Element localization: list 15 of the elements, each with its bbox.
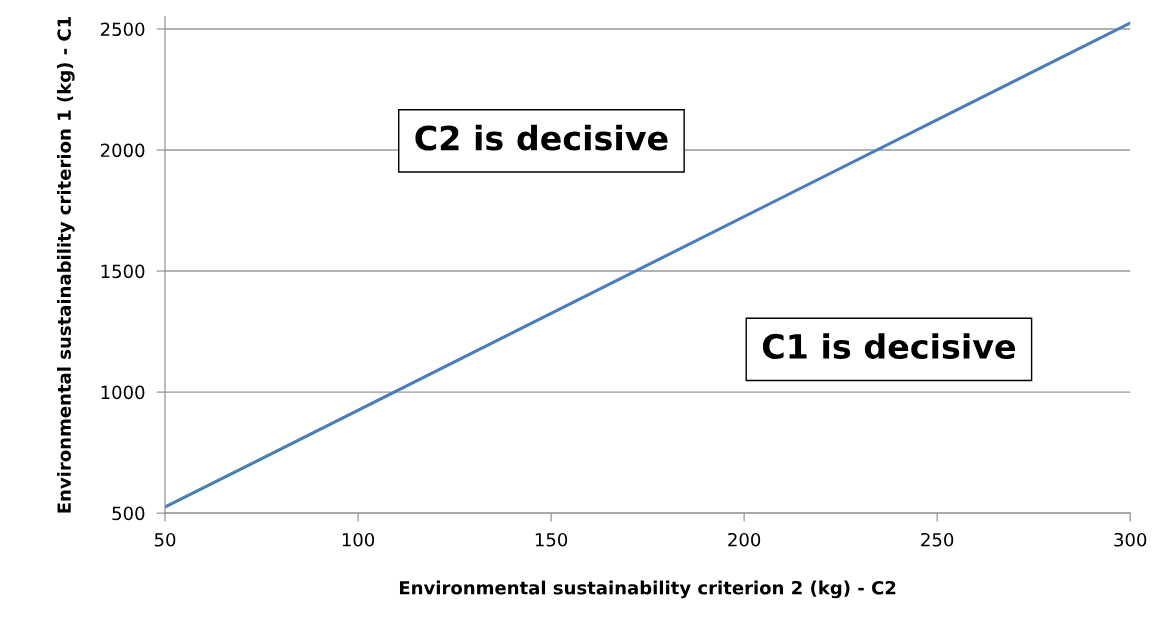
y-tick-label: 2500 — [100, 22, 145, 37]
annotation: C1 is decisive — [762, 333, 1015, 360]
y-tick-label: 500 — [112, 506, 145, 521]
x-tick-label: 50 — [154, 532, 176, 547]
x-tick-label: 100 — [342, 532, 375, 547]
y-axis-title: Environmental sustainability criterion 1 (kg) - C1 — [57, 16, 75, 513]
y-tick-label: 1500 — [101, 264, 145, 279]
y-tick-label: 2000 — [100, 143, 145, 158]
x-tick-label: 150 — [535, 532, 568, 547]
x-tick-label: 300 — [1114, 532, 1147, 547]
x-tick-label: 200 — [728, 532, 761, 547]
annotation: C2 is decisive — [415, 124, 668, 151]
y-tick-label: 1000 — [101, 385, 145, 400]
x-axis-title: Environmental sustainability criterion 2 (kg) - C2 — [400, 580, 896, 599]
x-tick-label: 250 — [921, 532, 954, 547]
